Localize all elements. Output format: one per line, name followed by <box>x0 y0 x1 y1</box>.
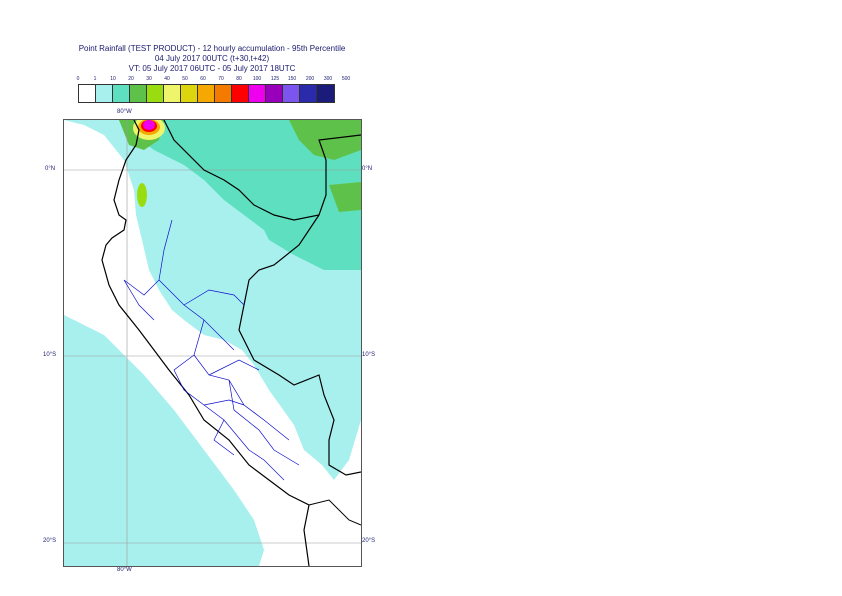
base-time: 04 July 2017 00UTC (t+30,t+42) <box>154 54 270 63</box>
legend-swatch <box>283 85 300 102</box>
legend-tick: 30 <box>146 76 152 82</box>
rain-spot <box>137 183 147 207</box>
legend-tick: 70 <box>218 76 224 82</box>
map-title: Point Rainfall (TEST PRODUCT) - 12 hourl… <box>78 44 346 53</box>
national-border-east <box>238 214 361 476</box>
rain-area-light-ocean <box>64 315 264 566</box>
legend-tick: 125 <box>270 76 280 82</box>
legend-tick: 200 <box>305 76 315 82</box>
coastline <box>101 120 310 566</box>
rain-area-heavy-east <box>329 182 361 212</box>
legend-swatch <box>113 85 130 102</box>
legend-swatch <box>181 85 198 102</box>
rain-area-heavy <box>289 120 361 160</box>
legend-tick: 80 <box>236 76 242 82</box>
legend-swatch <box>79 85 96 102</box>
legend-swatch <box>198 85 215 102</box>
national-border-north <box>163 120 361 221</box>
legend-tick: 500 <box>341 76 351 82</box>
legend-swatch <box>266 85 283 102</box>
legend-tick: 150 <box>287 76 297 82</box>
legend-swatch <box>164 85 181 102</box>
legend-swatch <box>232 85 249 102</box>
rain-cell-magenta <box>143 120 155 130</box>
valid-time: VT: 05 July 2017 06UTC - 05 July 2017 18… <box>128 64 296 73</box>
legend-swatch <box>249 85 266 102</box>
lat-label-right: 10°S <box>362 352 376 358</box>
lat-label-left: 10°S <box>43 352 57 358</box>
legend-tick: 10 <box>110 76 116 82</box>
lat-label-left: 0°N <box>45 166 56 172</box>
map-canvas <box>64 120 361 566</box>
legend-swatch <box>96 85 113 102</box>
legend-swatch <box>317 85 334 102</box>
regional-borders <box>123 219 300 481</box>
legend-tick: 0 <box>76 76 80 82</box>
legend-tick: 20 <box>128 76 134 82</box>
legend-swatch <box>147 85 164 102</box>
legend-swatch <box>300 85 317 102</box>
legend-tick: 1 <box>93 76 97 82</box>
color-legend <box>78 84 335 103</box>
legend-tick: 40 <box>164 76 170 82</box>
lat-label-right: 0°N <box>362 166 373 172</box>
legend-swatch <box>215 85 232 102</box>
rain-area-moderate-east <box>254 210 361 270</box>
lon-label-top: 80°W <box>117 109 132 115</box>
legend-tick: 300 <box>323 76 333 82</box>
rainfall-map <box>63 119 362 567</box>
legend-swatch <box>130 85 147 102</box>
legend-tick: 100 <box>252 76 262 82</box>
lat-label-right: 20°S <box>362 538 376 544</box>
lon-label-bottom: 80°W <box>117 567 132 573</box>
legend-tick: 50 <box>182 76 188 82</box>
national-border-south <box>308 499 361 526</box>
legend-tick: 60 <box>200 76 206 82</box>
lat-label-left: 20°S <box>43 538 57 544</box>
